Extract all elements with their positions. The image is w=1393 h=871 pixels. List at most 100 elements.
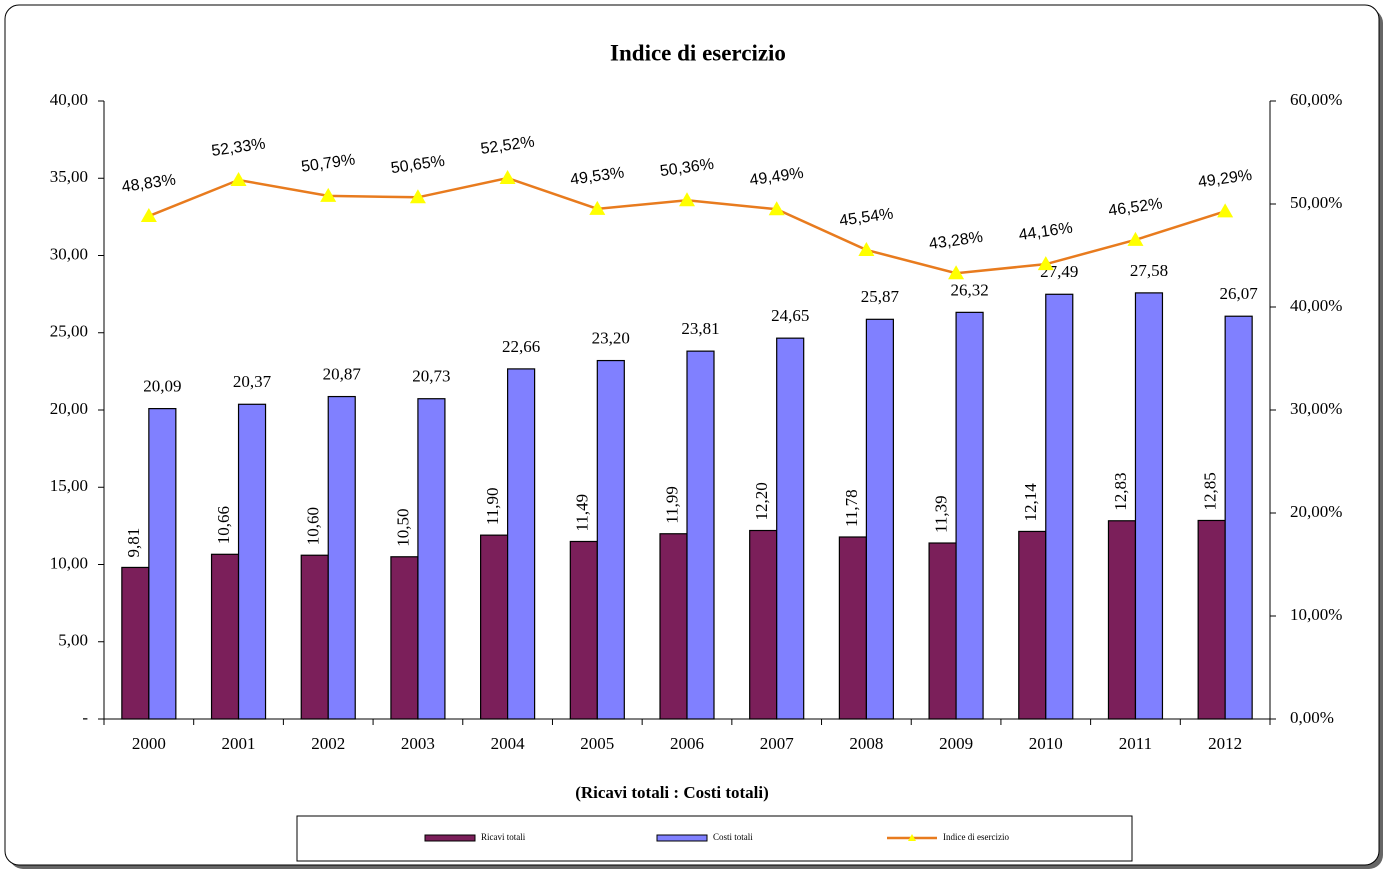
data-label: 24,65 <box>771 306 809 325</box>
x-tick-label: 2007 <box>760 734 795 753</box>
legend-label: Indice di esercizio <box>943 832 1009 842</box>
bar <box>507 368 536 720</box>
y2-tick-label: 60,00% <box>1290 90 1342 109</box>
x-tick-label: 2005 <box>580 734 614 753</box>
y-tick-label: 25,00 <box>50 322 88 341</box>
x-tick-label: 2008 <box>849 734 883 753</box>
data-label: 11,78 <box>842 489 861 527</box>
bar <box>659 533 688 720</box>
marker <box>140 208 157 223</box>
legend-marker <box>908 834 916 841</box>
data-label: 10,66 <box>214 506 233 544</box>
data-label: 9,81 <box>124 528 143 558</box>
bar <box>327 395 356 720</box>
y-tick-label: 15,00 <box>50 476 88 495</box>
x-tick-label: 2006 <box>670 734 704 753</box>
data-label: 10,50 <box>393 509 412 547</box>
data-label: 22,66 <box>502 337 540 356</box>
data-label: 23,81 <box>681 319 719 338</box>
marker <box>1127 231 1144 246</box>
bar <box>776 337 805 720</box>
bar <box>686 350 715 720</box>
data-label: 12,14 <box>1021 483 1040 522</box>
bar <box>865 318 894 720</box>
legend-swatch <box>424 834 476 842</box>
marker <box>589 200 606 215</box>
chart-title: Indice di esercizio <box>610 40 786 65</box>
data-label: 20,73 <box>412 367 450 386</box>
bar <box>569 540 598 720</box>
bar <box>210 553 240 720</box>
bar <box>121 566 150 720</box>
data-label: 20,87 <box>323 364 362 383</box>
data-label: 27,58 <box>1130 261 1168 280</box>
data-label: 25,87 <box>861 287 900 306</box>
data-label: 26,07 <box>1220 284 1259 303</box>
bar <box>390 556 419 720</box>
bar <box>955 311 984 720</box>
bar <box>148 408 177 720</box>
marker <box>858 241 875 256</box>
bar <box>596 359 625 720</box>
y-tick-label: 20,00 <box>50 399 88 418</box>
marker <box>409 189 426 204</box>
bar <box>1107 520 1137 720</box>
bar <box>480 534 509 720</box>
legend-label: Costi totali <box>713 832 753 842</box>
y2-tick-label: 0,00% <box>1290 708 1334 727</box>
y-tick-label: 10,00 <box>50 553 88 572</box>
x-tick-label: 2002 <box>311 734 345 753</box>
x-tick-label: 2011 <box>1119 734 1152 753</box>
y2-tick-label: 40,00% <box>1290 296 1342 315</box>
data-label: 20,37 <box>233 372 272 391</box>
x-axis-label: (Ricavi totali : Costi totali) <box>575 783 769 802</box>
y2-tick-label: 10,00% <box>1290 605 1342 624</box>
data-label: 11,49 <box>573 494 592 532</box>
y2-tick-label: 30,00% <box>1290 399 1342 418</box>
y-tick-label: 5,00 <box>58 631 88 650</box>
marker <box>499 170 516 185</box>
x-tick-label: 2004 <box>491 734 526 753</box>
x-tick-label: 2000 <box>132 734 166 753</box>
x-tick-label: 2003 <box>401 734 435 753</box>
marker <box>320 187 337 202</box>
y2-tick-label: 50,00% <box>1290 193 1342 212</box>
data-label: 11,99 <box>662 486 681 524</box>
data-label: 26,32 <box>950 280 988 299</box>
bar <box>838 536 867 720</box>
data-label: 20,09 <box>143 377 181 396</box>
marker <box>679 192 695 207</box>
bar <box>300 554 329 720</box>
marker <box>1037 256 1054 271</box>
data-label: 10,60 <box>304 507 323 545</box>
legend-label: Ricavi totali <box>481 832 526 842</box>
data-label: 23,20 <box>592 328 630 347</box>
y-tick-label: - <box>82 708 88 727</box>
x-tick-label: 2001 <box>222 734 256 753</box>
bar <box>1018 530 1047 720</box>
bar <box>1224 315 1253 720</box>
bar <box>1134 292 1164 720</box>
y-tick-label: 40,00 <box>50 90 88 109</box>
bar <box>1045 293 1074 720</box>
data-label: 12,85 <box>1201 472 1220 510</box>
marker <box>230 172 247 187</box>
marker <box>1217 203 1234 218</box>
bar <box>1197 519 1226 720</box>
data-label: 12,20 <box>752 482 771 520</box>
x-tick-label: 2010 <box>1029 734 1063 753</box>
bar <box>928 542 957 720</box>
y-tick-label: 35,00 <box>50 167 88 186</box>
data-label: 11,90 <box>483 488 502 526</box>
data-label: 12,83 <box>1111 473 1130 511</box>
y-tick-label: 30,00 <box>50 244 88 263</box>
marker <box>768 201 785 216</box>
bar <box>749 529 778 720</box>
marker <box>948 265 965 280</box>
legend-swatch <box>656 834 708 842</box>
x-tick-label: 2012 <box>1208 734 1242 753</box>
y2-tick-label: 20,00% <box>1290 502 1342 521</box>
data-label: 11,39 <box>931 495 950 533</box>
x-tick-label: 2009 <box>939 734 973 753</box>
